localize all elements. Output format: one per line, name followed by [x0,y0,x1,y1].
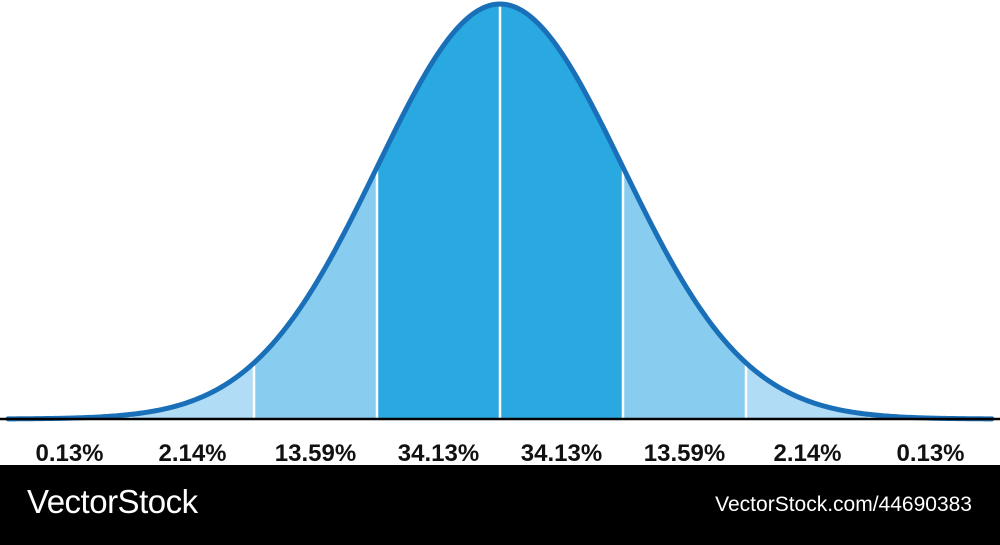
percent-label: 0.13% [35,440,104,467]
segment-area [131,362,254,419]
percent-label: 2.14% [773,440,842,467]
segment-area [377,4,500,419]
percent-label: 0.13% [896,440,965,467]
percent-label: 13.59% [274,440,357,467]
segment-area [746,362,869,419]
dividers-group [129,5,871,419]
image-id-text: VectorStock.com/44690383 [715,493,972,516]
segment-area [500,4,623,419]
bell-curve-line [5,1,995,422]
normal-distribution-chart [0,1,1000,422]
percent-label: 34.13% [520,440,603,467]
percent-label: 34.13% [397,440,480,467]
vectorstock-logo[interactable]: VectorStock [27,483,198,520]
percent-label: 13.59% [643,440,726,467]
footer-bar: VectorStock VectorStock.com/44690383 [0,465,1000,545]
percent-label: 2.14% [158,440,227,467]
